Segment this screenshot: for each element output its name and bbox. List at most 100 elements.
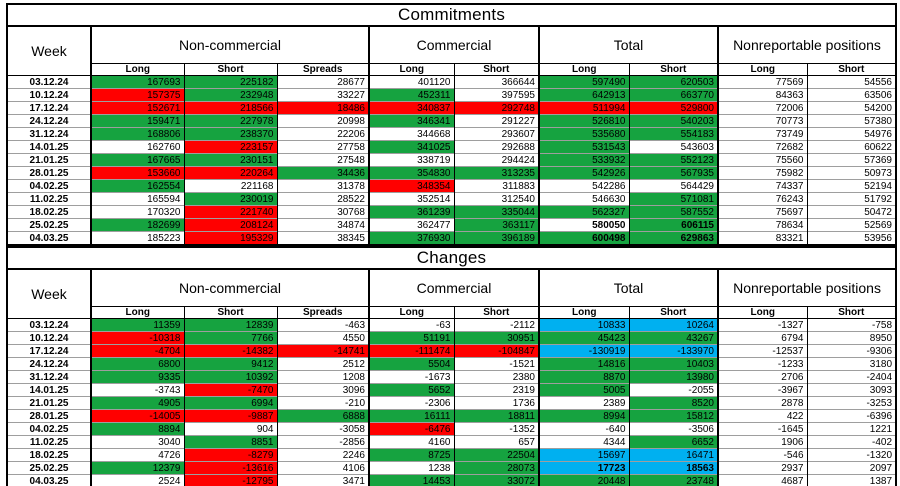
- week-date-cell: 31.12.24: [7, 127, 92, 141]
- table-row: 10.12.24 157375 232948 33227 452311 397595 642…: [7, 88, 897, 102]
- value-cell: 511994: [538, 101, 630, 115]
- value-cell: 587552: [629, 205, 719, 219]
- value-cell: 15697: [538, 448, 630, 462]
- value-cell: 13980: [629, 370, 719, 384]
- table-row: 11.02.25 165594 230019 28522 352514 312540 546…: [7, 192, 897, 206]
- value-cell: 54556: [807, 75, 897, 89]
- table-row: 04.02.25 8894 904 -3058 -6476 -1352 -640 -3506-…: [7, 422, 897, 436]
- value-cell: 50973: [807, 166, 897, 180]
- value-cell: -1327: [717, 318, 808, 332]
- table-row: 28.01.25 -14005 -9887 6888 16111 18811 8994 158…: [7, 409, 897, 423]
- value-cell: 4905: [90, 396, 185, 410]
- value-cell: -8279: [184, 448, 278, 462]
- value-cell: 72682: [717, 140, 808, 154]
- value-cell: 6652: [629, 435, 719, 449]
- value-cell: 162760: [90, 140, 185, 154]
- value-cell: 9335: [90, 370, 185, 384]
- value-cell: 642913: [538, 88, 630, 102]
- week-date-cell: 04.03.25: [7, 474, 92, 486]
- value-cell: 34874: [277, 218, 370, 232]
- value-cell: 225182: [184, 75, 278, 89]
- value-cell: 195329: [184, 231, 278, 245]
- value-cell: 3040: [90, 435, 185, 449]
- value-cell: 1208: [277, 370, 370, 384]
- col-header-short: Short: [806, 306, 897, 319]
- group-header-row: Week Non-commercial Commercial Total Nonrepo…: [6, 269, 897, 319]
- week-date-cell: 31.12.24: [7, 370, 92, 384]
- value-cell: 1387: [807, 474, 897, 486]
- value-cell: 663770: [629, 88, 719, 102]
- week-date-cell: 28.01.25: [7, 166, 92, 180]
- value-cell: 52194: [807, 179, 897, 193]
- value-cell: 50472: [807, 205, 897, 219]
- value-cell: 34436: [277, 166, 370, 180]
- value-cell: 338719: [368, 153, 455, 167]
- group-header-commercial: Commercial: [368, 269, 539, 307]
- table-row: 28.01.25 153660 220264 34436 354830 313235 542…: [7, 166, 897, 180]
- week-date-cell: 11.02.25: [7, 192, 92, 206]
- week-date-cell: 18.02.25: [7, 205, 92, 219]
- value-cell: 366644: [454, 75, 540, 89]
- value-cell: 218566: [184, 101, 278, 115]
- table-title: Changes: [7, 247, 897, 270]
- value-cell: 83321: [717, 231, 808, 245]
- value-cell: 12379: [90, 461, 185, 475]
- value-cell: 18811: [454, 409, 540, 423]
- value-cell: 292688: [454, 140, 540, 154]
- value-cell: 535680: [538, 127, 630, 141]
- value-cell: 159471: [90, 114, 185, 128]
- value-cell: 564429: [629, 179, 719, 193]
- week-date-cell: 21.01.25: [7, 396, 92, 410]
- table-row: 10.12.24 -10318 7766 4550 51191 30951 45423 432…: [7, 331, 897, 345]
- value-cell: -12795: [184, 474, 278, 486]
- col-header-long: Long: [538, 63, 630, 76]
- value-cell: 28522: [277, 192, 370, 206]
- group-header-total: Total: [538, 26, 718, 64]
- group-header-nonreportable-positions: Nonreportable positions: [716, 269, 897, 307]
- value-cell: -111474: [368, 344, 455, 358]
- value-cell: 6994: [184, 396, 278, 410]
- value-cell: 9412: [184, 357, 278, 371]
- value-cell: -6396: [807, 409, 897, 423]
- value-cell: 10392: [184, 370, 278, 384]
- value-cell: 4106: [277, 461, 370, 475]
- table-row: 31.12.24 9335 10392 1208 -1673 2380 8870 13980 2…: [7, 370, 897, 384]
- value-cell: 401120: [368, 75, 455, 89]
- value-cell: 28677: [277, 75, 370, 89]
- value-cell: -104847: [454, 344, 540, 358]
- col-header-short: Short: [628, 306, 719, 319]
- cot-tables-container: Commitments Week Non-commercial Commercial T…: [6, 3, 898, 486]
- table-row: 21.01.25 4905 6994 -210 -2306 1736 2389 8520 287…: [7, 396, 897, 410]
- value-cell: 526810: [538, 114, 630, 128]
- value-cell: 73749: [717, 127, 808, 141]
- table-row: 21.01.25 167665 230151 27548 338719 294424 533…: [7, 153, 897, 167]
- value-cell: 16471: [629, 448, 719, 462]
- value-cell: 2380: [454, 370, 540, 384]
- week-date-cell: 25.02.25: [7, 461, 92, 475]
- value-cell: -402: [807, 435, 897, 449]
- value-cell: 74337: [717, 179, 808, 193]
- col-header-long: Long: [538, 306, 630, 319]
- value-cell: 20448: [538, 474, 630, 486]
- value-cell: 552123: [629, 153, 719, 167]
- value-cell: -63: [368, 318, 455, 332]
- value-cell: 422: [717, 409, 808, 423]
- col-header-long: Long: [90, 306, 185, 319]
- value-cell: 629863: [629, 231, 719, 245]
- table-row: 14.01.25 162760 223157 27758 341025 292688 531…: [7, 140, 897, 154]
- value-cell: 597490: [538, 75, 630, 89]
- value-cell: -640: [538, 422, 630, 436]
- value-cell: 18563: [629, 461, 719, 475]
- value-cell: 10403: [629, 357, 719, 371]
- value-cell: -14382: [184, 344, 278, 358]
- col-header-spreads: Spreads: [276, 63, 370, 76]
- value-cell: -3058: [277, 422, 370, 436]
- value-cell: 5652: [368, 383, 455, 397]
- value-cell: -2306: [368, 396, 455, 410]
- value-cell: 529800: [629, 101, 719, 115]
- value-cell: 600498: [538, 231, 630, 245]
- value-cell: 75982: [717, 166, 808, 180]
- table-row: 14.01.25 -3743 -7470 3096 5652 2319 5005 -2055-…: [7, 383, 897, 397]
- col-header-long: Long: [368, 306, 455, 319]
- value-cell: -1645: [717, 422, 808, 436]
